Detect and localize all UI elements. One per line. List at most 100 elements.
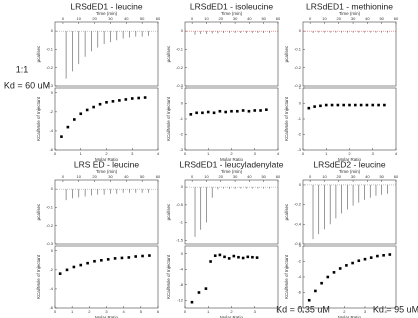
y-tick-label: -1	[297, 116, 301, 121]
x-tick-label: 50	[140, 174, 145, 179]
data-point	[351, 261, 354, 265]
data-point	[141, 254, 144, 258]
data-point	[236, 109, 239, 113]
data-point	[359, 103, 363, 107]
y-tick-label: -1	[179, 220, 183, 225]
x-tick-label: 10	[322, 16, 327, 21]
data-point	[365, 103, 369, 107]
y-tick-label: 0	[299, 28, 302, 33]
y-axis-label: KCal/Mole of Injectant	[36, 96, 41, 141]
x-axis-label: Time (min)	[96, 11, 118, 16]
data-point	[130, 97, 134, 100]
x-tick-label: 0	[54, 151, 57, 156]
data-point	[105, 101, 108, 104]
y-tick-label: -0.3	[294, 83, 302, 88]
x-tick-label: 3	[254, 309, 257, 314]
x-axis-label: Molar Ratio	[338, 157, 362, 162]
panel-title: LRSdED1 - leucine	[70, 1, 143, 11]
x-tick-label: 30	[351, 16, 356, 21]
x-tick-label: 4	[385, 309, 388, 314]
data-point	[357, 259, 361, 263]
x-axis-label: Molar Ratio	[220, 315, 244, 318]
y-tick-label: -0.1	[176, 46, 184, 51]
plot-frame	[54, 87, 159, 151]
x-tick-label: 1	[207, 309, 210, 314]
y-tick-label: -0.4	[294, 221, 302, 226]
data-point	[307, 106, 311, 110]
data-point	[338, 267, 342, 270]
data-point	[100, 259, 103, 262]
x-tick-label: 20	[337, 16, 342, 21]
data-point	[259, 109, 262, 112]
data-point	[86, 261, 89, 265]
x-tick-label: 0	[309, 174, 312, 179]
panel-title: LRS ED - leucine	[74, 159, 139, 169]
kd-note: Kd = 95 uM	[373, 304, 418, 314]
x-tick-label: 3	[364, 309, 367, 314]
x-tick-label: 50	[261, 174, 266, 179]
data-point	[213, 254, 217, 257]
y-tick-label: -0.3	[176, 83, 184, 88]
x-tick-label: 0	[62, 16, 65, 21]
data-point	[319, 104, 322, 108]
y-tick-label: 0	[181, 184, 184, 189]
x-axis-label: Molar Ratio	[338, 315, 362, 318]
plot-frame	[302, 245, 397, 309]
x-tick-label: 60	[156, 174, 161, 179]
x-tick-label: 2	[88, 309, 91, 314]
x-tick-label: 1	[325, 151, 328, 156]
x-axis-label: Time (min)	[96, 169, 118, 174]
data-point	[246, 255, 250, 259]
data-point	[388, 253, 392, 256]
x-axis-label: Time (min)	[339, 11, 361, 16]
x-tick-label: 30	[108, 174, 113, 179]
x-tick-label: 20	[337, 174, 342, 179]
y-tick-label: 0	[181, 251, 184, 256]
ratio-note: 1:1	[16, 64, 29, 74]
data-point	[66, 125, 70, 129]
data-point	[58, 272, 62, 275]
data-point	[371, 103, 375, 107]
y-tick-label: -2	[297, 132, 301, 137]
x-tick-label: 0	[62, 174, 65, 179]
data-point	[218, 109, 222, 113]
x-tick-label: 2	[230, 309, 233, 314]
x-tick-label: 3	[372, 151, 375, 156]
data-point	[212, 111, 216, 115]
x-tick-label: 40	[247, 16, 252, 21]
x-tick-label: 0	[191, 174, 194, 179]
data-point	[92, 105, 95, 109]
x-tick-label: 50	[379, 16, 384, 21]
y-tick-label: -0.2	[294, 65, 302, 70]
data-point	[376, 254, 379, 258]
y-tick-label: 0	[51, 90, 54, 95]
x-tick-label: 3	[131, 151, 134, 156]
data-point	[204, 287, 208, 290]
y-tick-label: 0	[51, 28, 54, 33]
y-tick-label: 1	[181, 85, 184, 90]
data-point	[251, 255, 254, 259]
data-point	[79, 112, 83, 116]
x-tick-label: 1	[323, 309, 326, 314]
y-tick-label: 0	[299, 243, 302, 248]
data-point	[230, 109, 233, 113]
y-tick-label: -3	[179, 147, 183, 152]
x-tick-label: 5	[140, 309, 143, 314]
x-tick-label: 50	[379, 174, 384, 179]
data-point	[382, 254, 385, 257]
data-point	[79, 263, 83, 267]
data-point	[120, 256, 124, 260]
x-tick-label: 3	[254, 151, 257, 156]
x-tick-label: 40	[247, 174, 252, 179]
x-axis-label: Time (min)	[221, 169, 243, 174]
data-point	[369, 256, 373, 259]
x-tick-label: 0	[191, 16, 194, 21]
x-axis-label: Time (min)	[339, 169, 361, 174]
x-tick-label: 3	[105, 309, 108, 314]
y-tick-label: 0	[299, 101, 302, 106]
data-point	[313, 105, 316, 108]
y-axis-label: µcal/sec	[284, 203, 289, 220]
data-point	[223, 255, 226, 259]
data-point	[143, 96, 147, 99]
